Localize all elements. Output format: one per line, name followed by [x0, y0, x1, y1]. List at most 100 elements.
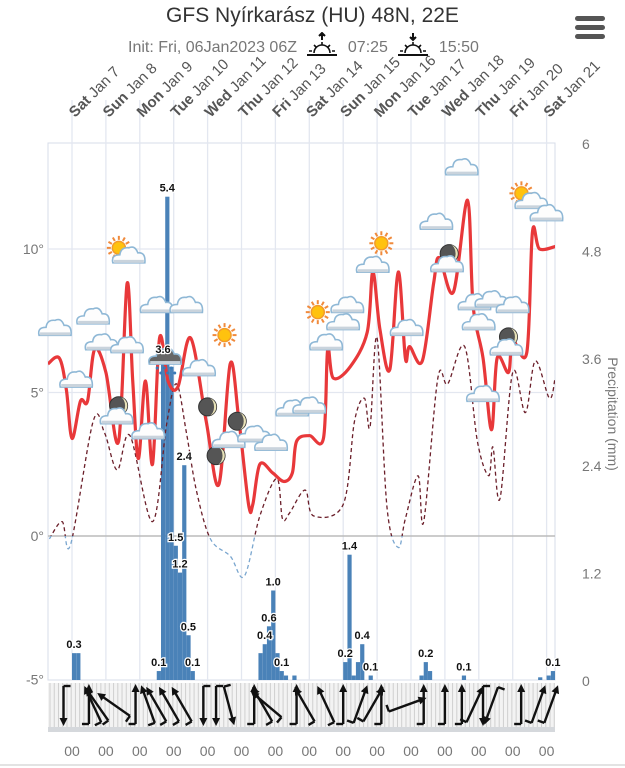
sun-ray — [107, 241, 113, 245]
wind-arrow — [537, 685, 560, 724]
cloud-shape — [474, 290, 509, 308]
cloud-shade — [213, 444, 244, 448]
precip-value-label: 0.3 — [66, 639, 81, 651]
weather-icon-cloud — [139, 295, 174, 314]
hamburger-menu-icon[interactable] — [575, 16, 605, 42]
hour-label: 00 — [200, 743, 216, 759]
cloud-icon — [148, 347, 183, 365]
sun-ray — [384, 232, 389, 237]
horizontal-scrollbar[interactable] — [48, 727, 555, 732]
moon-crescent — [239, 412, 246, 430]
moon-crescent — [209, 398, 217, 416]
cloud-shape — [419, 212, 454, 230]
cloud-shade — [432, 268, 463, 272]
wind-arrow-shaft — [543, 688, 558, 724]
sun-ray — [306, 315, 312, 320]
wind-arrow-shaft — [253, 693, 283, 719]
cloud-shape — [84, 333, 119, 351]
cloud-shade — [171, 309, 202, 313]
precip-bar — [275, 653, 280, 680]
wind-arrow — [199, 684, 211, 726]
cloud-icon — [514, 191, 549, 210]
wind-arrow — [416, 684, 428, 726]
precip-value-label: 1.2 — [172, 559, 187, 571]
weather-icon-sun — [305, 300, 330, 325]
weather-icon-cloud — [237, 424, 272, 443]
weather-icon-cloud — [326, 313, 361, 331]
wind-arrow — [317, 685, 336, 727]
precip-bar — [262, 644, 267, 680]
sun-ray — [370, 236, 375, 241]
wind-arrow-head — [538, 685, 547, 695]
cloud-shade — [332, 309, 363, 313]
wind-arrow — [437, 684, 449, 726]
hour-label: 00 — [98, 743, 114, 759]
wind-arrow-barb — [497, 686, 505, 691]
weather-icon-sun — [369, 231, 394, 256]
plot-content — [48, 196, 555, 680]
wind-arrow-head — [250, 691, 260, 700]
wind-arrow-head — [457, 684, 466, 692]
cloud-shade — [61, 384, 92, 388]
cloud-icon — [474, 290, 509, 308]
precip-value-label: 0.5 — [181, 621, 196, 633]
wind-arrow-barb — [185, 720, 193, 726]
cloud-icon — [529, 203, 564, 222]
precip-tick-label: 6 — [582, 136, 590, 152]
sun-ray — [121, 236, 126, 242]
cloud-shade — [184, 372, 215, 376]
hour-label: 00 — [539, 743, 555, 759]
wind-arrow-barb — [356, 716, 364, 723]
precip-value-label: 0.1 — [363, 662, 378, 674]
precip-bar — [173, 545, 178, 680]
temp-tick-label: -5° — [26, 672, 44, 688]
weather-icon-cloud — [109, 335, 144, 354]
precip-axis-title: Precipitation (mm) — [605, 357, 621, 471]
cloud-shape — [389, 318, 424, 337]
cloud-shade — [311, 346, 342, 350]
cloud-shape — [326, 313, 361, 331]
precip-value-label: 0.4 — [257, 630, 273, 642]
hour-label: 00 — [471, 743, 487, 759]
cloud-shade — [516, 205, 547, 209]
cloud-icon — [99, 407, 134, 425]
weather-icon-sun — [212, 323, 237, 348]
precip-value-label: 5.4 — [160, 183, 176, 195]
precip-bar — [177, 572, 183, 680]
weather-icon-moon-cloud — [430, 244, 465, 273]
wind-arrow-head — [317, 685, 325, 695]
precip-bar — [266, 626, 272, 680]
moon-disc — [206, 446, 226, 466]
temp-tick-label: 0° — [31, 528, 44, 544]
moon-disc — [227, 411, 247, 431]
wind-arrow-shaft — [530, 688, 546, 724]
cloud-icon — [76, 307, 111, 325]
weather-icon-cloud — [84, 333, 119, 351]
wind-arrow-barb — [524, 719, 533, 724]
sun-disc — [310, 304, 326, 320]
wind-arrow-head — [140, 685, 148, 695]
cloud-icon — [37, 318, 72, 337]
init-time: Init: Fri, 06Jan2023 06Z — [128, 39, 297, 56]
weather-icon-cloud — [292, 396, 327, 414]
wind-arrow-shaft — [147, 689, 168, 723]
hour-label: 00 — [132, 743, 148, 759]
weather-icon-cloud — [131, 422, 166, 440]
wind-arrow-head — [171, 686, 180, 696]
sun-ray — [125, 241, 130, 245]
wind-arrow-barb — [223, 683, 231, 688]
day-date: Jan 21 — [557, 57, 604, 104]
precip-bar — [283, 675, 289, 680]
precip-value-label: 1.0 — [266, 577, 281, 589]
cloud-shape — [139, 295, 174, 314]
precip-value-label: 1.5 — [168, 532, 183, 544]
wind-arrow-barb — [124, 715, 131, 723]
page-title: GFS Nyírkarász (HU) 48N, 22E — [166, 4, 459, 27]
sun-ray — [306, 305, 312, 310]
wind-arrow-head — [360, 685, 369, 695]
wind-arrow-shaft — [172, 689, 193, 723]
weather-icon-cloud — [355, 255, 390, 274]
weather-icon-sun-cloud — [509, 181, 549, 210]
cloud-shape — [254, 433, 289, 451]
precip-value-label: 0.1 — [185, 657, 200, 669]
